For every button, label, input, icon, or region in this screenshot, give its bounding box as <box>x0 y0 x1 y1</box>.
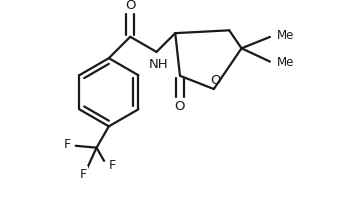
Text: F: F <box>64 138 71 151</box>
Text: F: F <box>109 159 116 172</box>
Text: F: F <box>80 168 87 181</box>
Text: Me: Me <box>276 56 294 69</box>
Text: NH: NH <box>149 58 168 71</box>
Text: Me: Me <box>276 30 294 42</box>
Text: O: O <box>175 100 185 113</box>
Text: O: O <box>125 0 136 12</box>
Text: O: O <box>211 74 221 87</box>
